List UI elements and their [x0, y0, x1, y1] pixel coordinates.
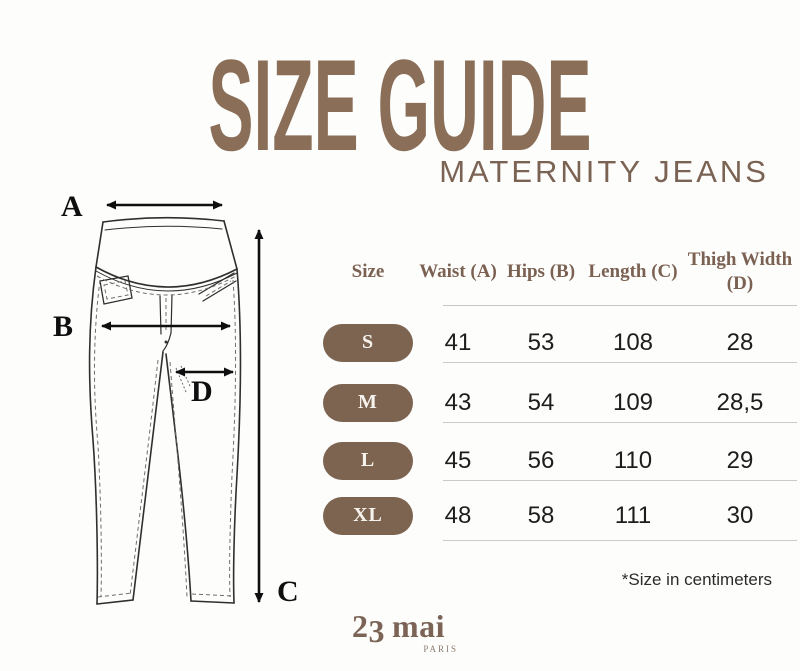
- footnote: *Size in centimeters: [621, 570, 772, 589]
- header-thigh: Thigh Width (D): [687, 249, 793, 294]
- cell-hips: 58: [527, 501, 555, 529]
- cell-thigh: 30: [726, 501, 754, 529]
- cell-hips: 54: [527, 388, 555, 416]
- table-row: L 45 56 110 29: [320, 431, 796, 490]
- size-badge-l: L: [323, 441, 413, 480]
- header-divider: [443, 305, 797, 306]
- cell-waist: 45: [444, 446, 472, 474]
- label-hips-b: B: [53, 310, 74, 343]
- jeans-outline: [88, 216, 242, 605]
- row-divider: [443, 540, 797, 541]
- brand-logo: 23 mai PARIS: [352, 610, 460, 654]
- cell-waist: 48: [444, 501, 472, 529]
- jeans-stitching: [93, 275, 237, 598]
- label-waist-a: A: [61, 190, 83, 223]
- jeans-illustration: [88, 200, 264, 605]
- table-row: S 41 53 108 28: [320, 313, 796, 372]
- cell-thigh: 28,5: [716, 388, 764, 416]
- cell-length: 110: [613, 446, 653, 474]
- cell-thigh: 29: [726, 446, 754, 474]
- header-waist: Waist (A): [419, 261, 497, 283]
- label-thigh-d: D: [191, 375, 213, 408]
- brand-word-mai: mai: [392, 608, 446, 644]
- label-length-c: C: [277, 575, 299, 608]
- cell-hips: 56: [527, 446, 555, 474]
- brand-digit-2: 2: [352, 608, 369, 644]
- row-divider: [443, 422, 797, 423]
- table-row: M 43 54 109 28,5: [320, 373, 796, 432]
- page-subtitle: MATERNITY JEANS: [439, 154, 769, 189]
- header-size: Size: [351, 261, 385, 283]
- cell-length: 111: [614, 501, 652, 529]
- header-length: Length (C): [588, 261, 678, 283]
- size-table: Size Waist (A) Hips (B) Length (C) Thigh…: [320, 240, 797, 550]
- size-badge-xl: XL: [323, 496, 413, 535]
- cell-waist: 41: [444, 328, 472, 356]
- row-divider: [443, 362, 797, 363]
- table-header-row: Size Waist (A) Hips (B) Length (C) Thigh…: [320, 240, 796, 304]
- cell-length: 109: [612, 388, 654, 416]
- cell-hips: 53: [527, 328, 555, 356]
- size-badge-s: S: [323, 323, 413, 362]
- size-badge-m: M: [323, 383, 413, 422]
- brand-name: 23 mai: [352, 608, 460, 647]
- cell-thigh: 28: [726, 328, 754, 356]
- cell-waist: 43: [444, 388, 472, 416]
- table-row: XL 48 58 111 30: [320, 486, 796, 545]
- brand-digit-3: 3: [368, 613, 385, 649]
- cell-length: 108: [612, 328, 654, 356]
- brand-city: PARIS: [423, 644, 458, 654]
- row-divider: [443, 480, 797, 481]
- page-title: SIZE GUIDE: [208, 32, 592, 178]
- header-hips: Hips (B): [506, 261, 576, 283]
